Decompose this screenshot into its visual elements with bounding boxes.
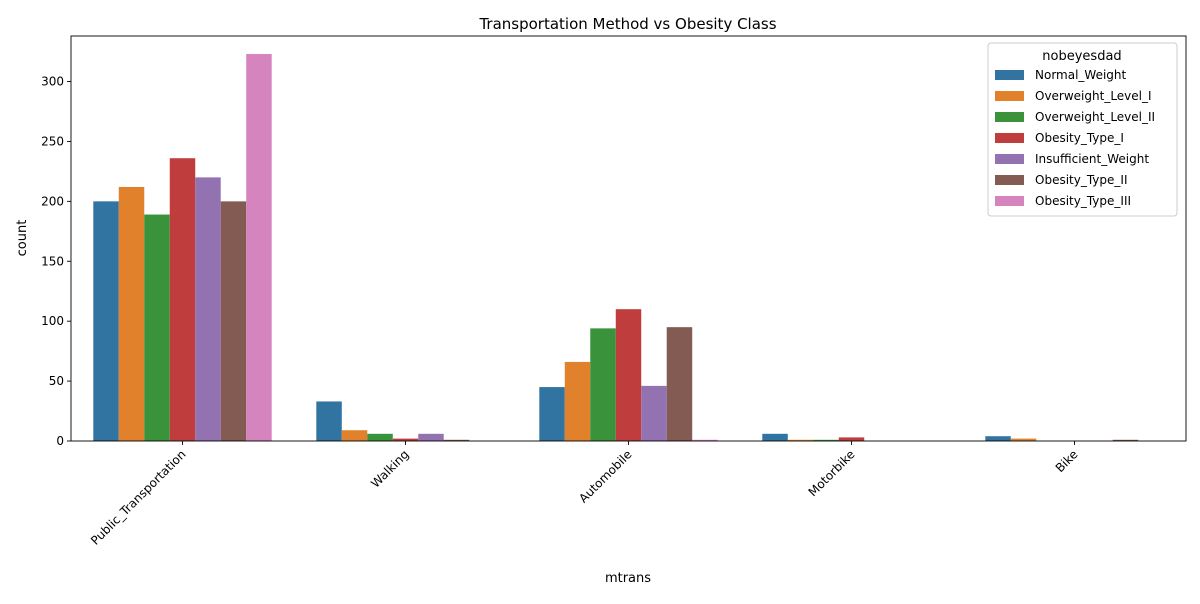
bar (144, 214, 170, 441)
bar (341, 430, 368, 441)
y-tick-label: 150 (41, 254, 64, 268)
y-axis-label: count (15, 220, 30, 257)
legend-title: nobeyesdad (1042, 49, 1121, 64)
bar (641, 385, 667, 441)
bar (762, 433, 788, 441)
bar (246, 53, 272, 441)
legend: nobeyesdad Normal_Weight Overweight_Level… (987, 42, 1178, 217)
bar (787, 439, 814, 441)
bar (316, 401, 342, 441)
bar (985, 436, 1011, 441)
y-tick-label: 0 (56, 434, 64, 448)
legend-label: Overweight_Level_II (1035, 110, 1155, 124)
bar (666, 327, 693, 441)
legend-label: Obesity_Type_I (1035, 131, 1124, 145)
y-tick-label: 200 (41, 194, 64, 208)
x-tick-label: Bike (1053, 447, 1081, 475)
legend-frame (987, 42, 1178, 217)
x-tick-label: Automobile (576, 447, 634, 505)
bar (1010, 438, 1037, 441)
bar (392, 438, 419, 441)
x-tick-label: Motorbike (806, 447, 858, 499)
bar (118, 186, 145, 441)
legend-swatch (995, 91, 1024, 101)
bar (615, 309, 642, 441)
bar (692, 439, 718, 441)
bar (539, 387, 565, 441)
bar (93, 201, 119, 441)
bar (367, 433, 393, 441)
legend-label: Obesity_Type_III (1035, 194, 1131, 208)
bar (443, 439, 470, 441)
bar (813, 439, 839, 441)
bar (418, 433, 444, 441)
legend-label: Overweight_Level_I (1035, 89, 1152, 103)
chart-title: Transportation Method vs Obesity Class (478, 15, 776, 33)
legend-label: Insufficient_Weight (1035, 152, 1149, 166)
y-tick-label: 250 (41, 134, 64, 148)
bar (195, 177, 221, 441)
bar (169, 158, 196, 441)
bar (590, 328, 616, 441)
legend-swatch (995, 70, 1024, 80)
y-tick-label: 100 (41, 314, 64, 328)
legend-swatch (995, 112, 1024, 122)
legend-swatch (995, 154, 1024, 164)
bar (220, 201, 247, 441)
x-tick-label: Public_Transportation (88, 447, 189, 548)
x-tick-label: Walking (368, 447, 411, 490)
legend-swatch (995, 175, 1024, 185)
legend-label: Normal_Weight (1035, 68, 1127, 82)
bar (838, 437, 865, 441)
legend-swatch (995, 133, 1024, 143)
x-axis-label: mtrans (605, 571, 651, 586)
bar (564, 361, 591, 441)
y-tick-label: 50 (49, 374, 64, 388)
legend-label: Obesity_Type_II (1035, 173, 1127, 187)
legend-swatch (995, 196, 1024, 206)
y-tick-label: 300 (41, 75, 64, 89)
bar (1112, 439, 1139, 441)
